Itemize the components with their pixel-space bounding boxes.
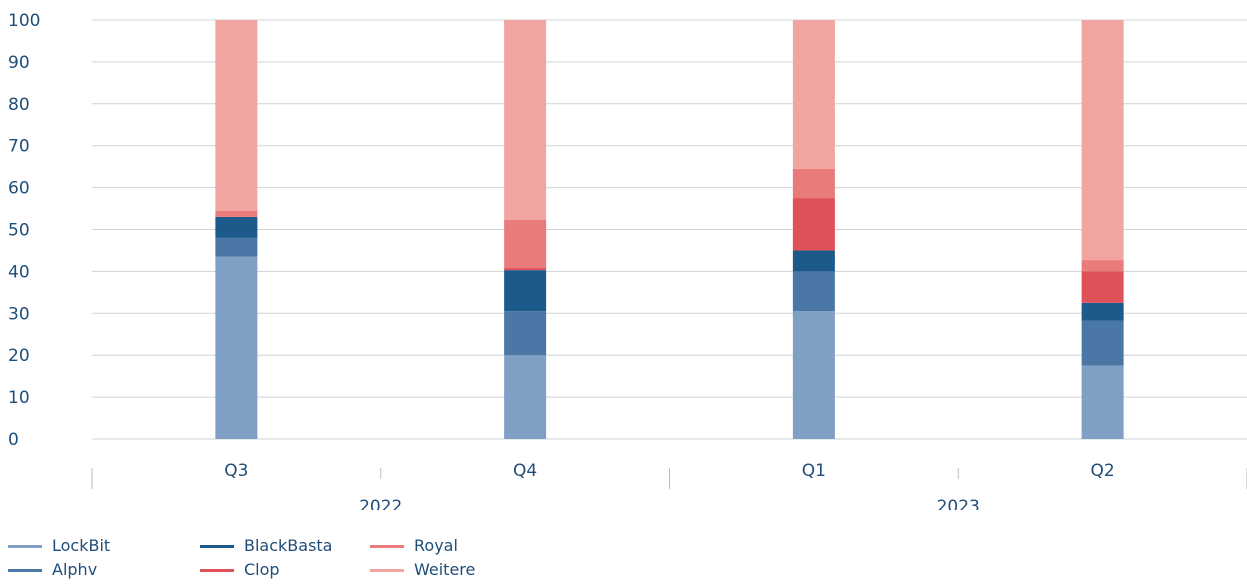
bar-segment-clop-q2 — [1081, 271, 1124, 303]
bar-segment-blackbasta-q1 — [792, 250, 835, 272]
bar-segment-blackbasta-q3 — [215, 216, 258, 238]
x-tick-label: Q4 — [513, 461, 537, 481]
legend-swatch — [370, 568, 404, 572]
bar-segment-royal-q4 — [504, 219, 547, 269]
bar-segment-royal-q1 — [792, 168, 835, 199]
bar-segment-weitere-q1 — [792, 20, 835, 169]
bar-segment-lockbit-q1 — [792, 311, 835, 439]
y-tick-label: 50 — [8, 221, 30, 241]
legend-label: Clop — [244, 560, 280, 579]
bar-segment-clop-q1 — [792, 198, 835, 251]
legend-label: Weitere — [414, 560, 476, 579]
y-tick-label: 70 — [8, 137, 30, 157]
x-axis: Q3 Q4 Q1 Q2 2022 2023 — [91, 461, 1247, 510]
bar-segment-lockbit-q2 — [1081, 365, 1124, 439]
bar-segment-weitere-q4 — [504, 20, 547, 220]
grid-lines — [92, 19, 1247, 440]
legend-swatch — [8, 544, 42, 548]
y-tick-label: 80 — [8, 95, 30, 115]
legend-item-clop: Clop — [200, 560, 280, 580]
x-tick-label: Q1 — [802, 461, 826, 481]
legend-label: BlackBasta — [244, 536, 333, 555]
y-tick-label: 100 — [8, 11, 40, 31]
y-tick-label: 60 — [8, 179, 30, 199]
x-tick-label: Q2 — [1091, 461, 1115, 481]
legend: LockBit Alphv BlackBasta Clop Royal Weitere — [8, 536, 608, 587]
year-group-label: 2023 — [937, 497, 980, 510]
bar-segment-royal-q2 — [1081, 260, 1124, 272]
bar-segment-royal-q3 — [215, 210, 258, 217]
legend-label: Royal — [414, 536, 458, 555]
y-axis-ticks: 0 10 20 30 40 50 60 70 80 90 100 — [8, 11, 40, 450]
bar-segment-lockbit-q4 — [504, 355, 547, 439]
bar-segment-alphv-q2 — [1081, 320, 1124, 366]
bar-segment-lockbit-q3 — [215, 256, 258, 439]
y-tick-label: 90 — [8, 53, 30, 73]
legend-swatch — [200, 568, 234, 572]
legend-item-lockbit: LockBit — [8, 536, 110, 556]
legend-swatch — [370, 544, 404, 548]
bar-segment-alphv-q3 — [215, 237, 258, 257]
legend-item-alphv: Alphv — [8, 560, 97, 580]
bar-segment-clop-q4 — [504, 268, 547, 271]
year-group-label: 2022 — [359, 497, 402, 510]
bar-segment-alphv-q4 — [504, 311, 547, 356]
y-tick-label: 30 — [8, 304, 30, 324]
y-tick-label: 0 — [8, 430, 19, 450]
legend-item-royal: Royal — [370, 536, 458, 556]
bar-segment-weitere-q2 — [1081, 20, 1124, 261]
y-tick-label: 10 — [8, 388, 30, 408]
legend-item-weitere: Weitere — [370, 560, 475, 580]
legend-item-blackbasta: BlackBasta — [200, 536, 332, 556]
x-tick-label: Q3 — [224, 461, 248, 481]
legend-label: LockBit — [52, 536, 111, 555]
bar-segment-weitere-q3 — [215, 20, 258, 211]
legend-swatch — [200, 544, 234, 548]
stacked-bar-chart: 0 10 20 30 40 50 60 70 80 90 100 Q3 Q4 Q1 Q2 2022 2023 — [8, 11, 1247, 510]
legend-swatch — [8, 568, 42, 572]
bar-segment-alphv-q1 — [792, 271, 835, 312]
legend-label: Alphv — [52, 560, 98, 579]
y-tick-label: 20 — [8, 346, 30, 366]
bar-segment-blackbasta-q4 — [504, 270, 547, 312]
bar-segment-blackbasta-q2 — [1081, 302, 1124, 321]
bars — [215, 20, 1124, 439]
y-tick-label: 40 — [8, 262, 30, 282]
